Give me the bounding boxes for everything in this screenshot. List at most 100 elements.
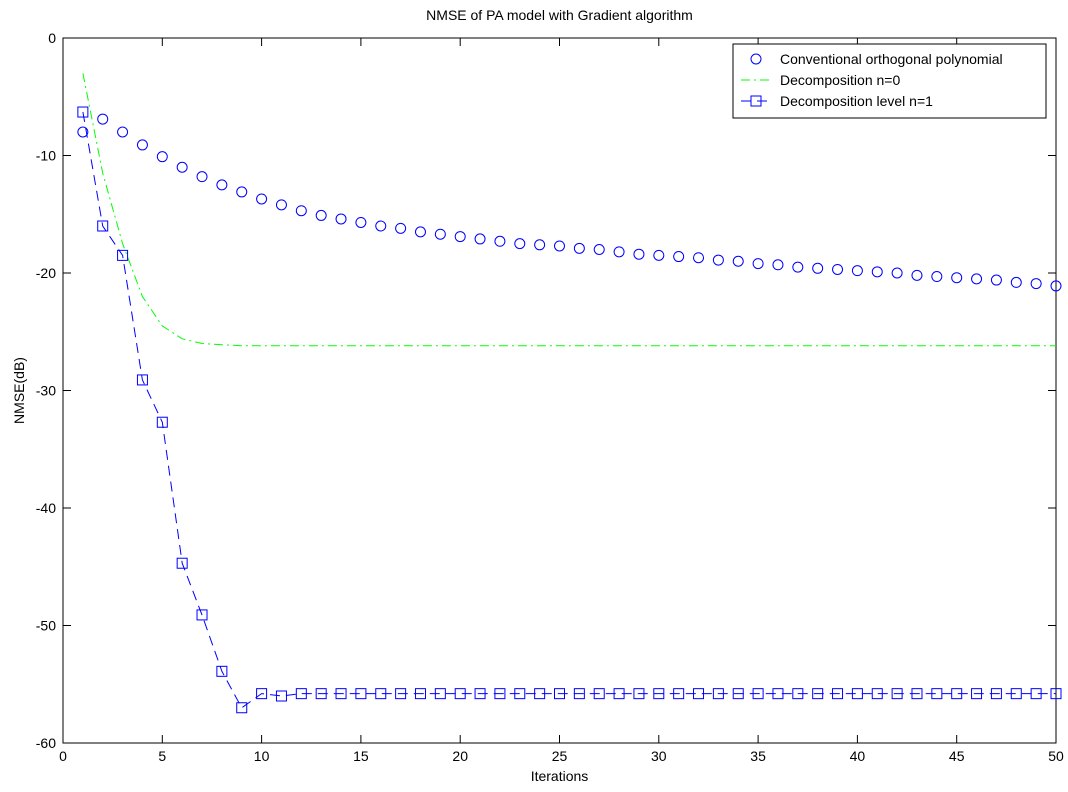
series-layer	[77, 73, 1062, 714]
data-point	[752, 258, 764, 270]
data-point	[335, 688, 347, 700]
legend-marker	[750, 53, 762, 65]
x-tick-label: 25	[552, 748, 568, 764]
y-tick-label: -40	[36, 500, 56, 516]
legend: Conventional orthogonal polynomial Decomp…	[732, 43, 1047, 119]
data-point	[554, 688, 565, 700]
data-point	[355, 216, 367, 228]
data-point	[414, 688, 426, 700]
data-point	[117, 249, 129, 261]
data-point	[77, 126, 89, 138]
data-point	[1030, 278, 1042, 290]
data-point	[851, 688, 863, 700]
data-point	[176, 161, 188, 173]
data-point	[375, 220, 387, 232]
data-point	[514, 688, 526, 700]
data-point	[573, 688, 585, 700]
data-point	[732, 255, 744, 267]
legend-item: Decomposition level n=1	[741, 93, 933, 109]
data-point	[315, 688, 327, 700]
y-tick-label: -10	[36, 148, 56, 164]
x-tick-label: 40	[850, 748, 866, 764]
data-point	[494, 235, 506, 247]
data-point	[1030, 688, 1042, 700]
data-point	[1050, 688, 1062, 700]
data-point	[216, 665, 228, 677]
data-point	[375, 688, 387, 700]
data-point	[395, 688, 407, 700]
data-point	[792, 688, 804, 700]
legend-box	[732, 43, 1047, 119]
data-point	[871, 688, 883, 700]
legend-label: Conventional orthogonal polynomial	[780, 51, 1003, 67]
x-tick-label: 0	[59, 748, 67, 764]
legend-item: Conventional orthogonal polynomial	[750, 51, 1003, 67]
data-point	[256, 193, 268, 205]
legend-label: Decomposition n=0	[780, 72, 900, 88]
data-point	[117, 126, 129, 138]
y-tick-label: -20	[36, 265, 56, 281]
data-point	[216, 179, 228, 191]
data-point	[752, 688, 764, 700]
x-tick-label: 10	[254, 748, 270, 764]
x-tick-label: 5	[158, 748, 166, 764]
data-point	[434, 228, 446, 240]
data-point	[812, 688, 824, 700]
series-line	[82, 111, 1056, 709]
data-point	[891, 688, 903, 700]
x-tick-label: 35	[750, 748, 766, 764]
data-point	[832, 688, 844, 700]
data-point	[891, 267, 903, 279]
data-point	[236, 186, 248, 198]
data-point	[633, 688, 645, 700]
x-tick-label: 45	[949, 748, 965, 764]
series-0	[77, 113, 1062, 292]
data-point	[851, 265, 863, 277]
series-line	[82, 73, 1056, 347]
x-axis-label: Iterations	[531, 768, 589, 784]
data-point	[196, 609, 208, 621]
data-point	[911, 269, 923, 281]
legend-marker	[750, 95, 762, 107]
data-point	[812, 262, 824, 274]
y-tick-label: 0	[48, 30, 56, 46]
series-2	[77, 106, 1062, 714]
data-point	[693, 688, 705, 700]
data-point	[613, 246, 625, 258]
data-point	[653, 249, 665, 261]
data-point	[454, 231, 466, 243]
data-point	[931, 688, 943, 700]
data-point	[156, 416, 168, 428]
data-point	[176, 557, 188, 569]
data-point	[673, 251, 685, 263]
data-point	[156, 151, 168, 163]
axis-ticks: 0 5 10 15 20 25 30 35 40 45 50 0 -10 -20 -30 -40 -50 -60	[36, 30, 1064, 764]
data-point	[295, 688, 307, 700]
data-point	[911, 688, 923, 700]
data-point	[236, 702, 248, 714]
y-tick-label: -50	[36, 618, 56, 634]
data-point	[633, 248, 645, 260]
data-point	[434, 688, 446, 700]
chart-title: NMSE of PA model with Gradient algorithm	[426, 7, 693, 23]
x-tick-label: 20	[452, 748, 468, 764]
data-point	[990, 688, 1002, 700]
plot-area	[62, 37, 1057, 744]
data-point	[772, 688, 784, 700]
data-point	[871, 266, 883, 278]
data-point	[77, 106, 89, 118]
data-point	[732, 688, 744, 700]
data-point	[414, 226, 426, 238]
data-point	[971, 688, 983, 700]
x-tick-label: 50	[1048, 748, 1064, 764]
x-tick-label: 30	[651, 748, 667, 764]
data-point	[136, 374, 148, 386]
legend-item: Decomposition n=0	[741, 72, 900, 88]
data-point	[613, 688, 625, 700]
data-point	[1010, 276, 1022, 288]
data-point	[990, 274, 1002, 286]
data-point	[534, 239, 546, 251]
data-point	[653, 688, 665, 700]
data-point	[275, 690, 287, 702]
data-point	[196, 171, 208, 183]
